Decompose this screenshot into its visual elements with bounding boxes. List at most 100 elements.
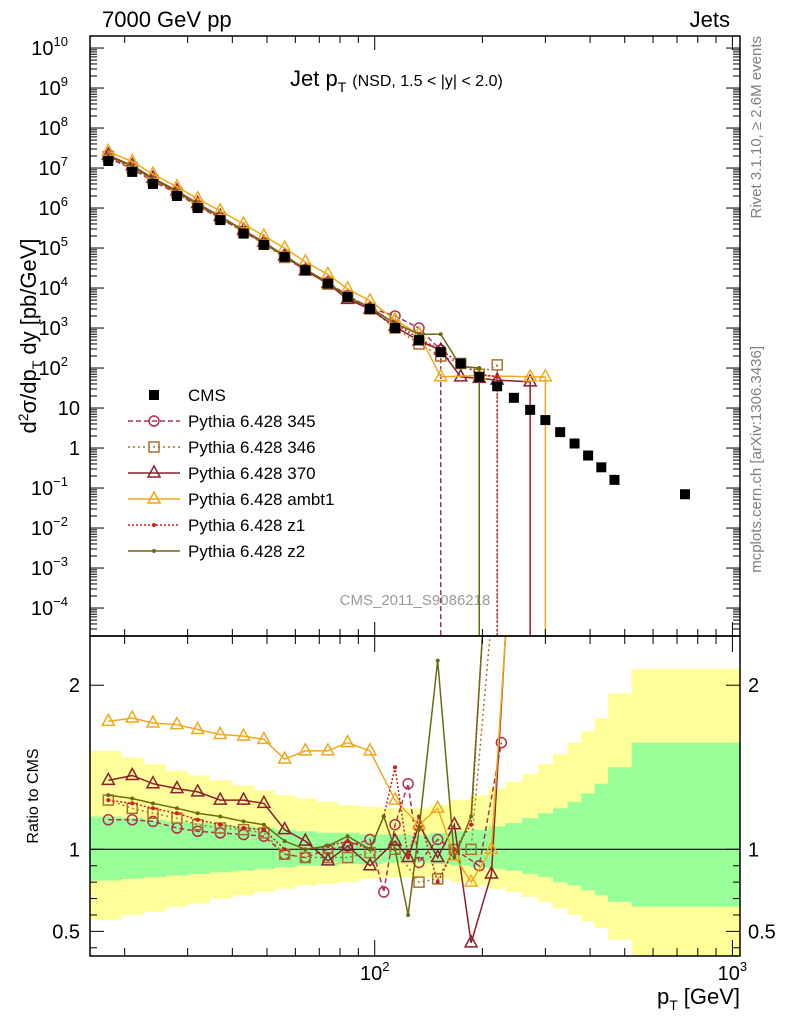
legend-item-370: Pythia 6.428 370 bbox=[128, 464, 316, 483]
header-left: 7000 GeV pp bbox=[102, 7, 232, 32]
ratio-point-z1-6 bbox=[241, 826, 246, 830]
ratio-point-z2-3 bbox=[174, 806, 179, 811]
ratio-point-z2-11 bbox=[345, 834, 350, 839]
point-CMS-20 bbox=[525, 404, 536, 415]
ratio-point-z1-7 bbox=[261, 827, 266, 832]
ratio-point-370-1 bbox=[124, 766, 140, 781]
band-stat bbox=[537, 813, 554, 878]
ratio-point-z2-5 bbox=[218, 814, 223, 819]
ratio-point-z2-1 bbox=[130, 796, 135, 801]
ratio-point-z2-16 bbox=[417, 827, 422, 832]
point-CMS-13 bbox=[390, 323, 401, 334]
ratio-point-370-14 bbox=[400, 848, 416, 863]
point-CMS-0 bbox=[103, 155, 114, 166]
point-CMS-3 bbox=[171, 191, 182, 201]
ratio-point-345-16 bbox=[413, 856, 425, 869]
band-stat bbox=[187, 823, 210, 874]
point-CMS-1 bbox=[127, 166, 138, 177]
ratio-line-346 bbox=[108, 636, 491, 883]
point-CMS-15 bbox=[435, 347, 446, 358]
ratio-point-z1-8 bbox=[282, 847, 287, 852]
band-stat bbox=[165, 821, 189, 876]
ratio-point-z1-3 bbox=[174, 811, 179, 816]
legend-item-CMS: CMS bbox=[149, 386, 226, 405]
band-stat bbox=[631, 742, 740, 907]
main-panel: CMS_2011_S9086218 1010 109 108 107 106 105 104… bbox=[31, 34, 741, 637]
ratio-point-346-17 bbox=[465, 843, 477, 856]
series-line-ambt1 bbox=[108, 150, 546, 378]
ratio-point-345-1 bbox=[126, 814, 138, 826]
ratio-point-345-13 bbox=[378, 886, 390, 898]
ratio-point-z2-18 bbox=[452, 855, 457, 860]
watermark: CMS_2011_S9086218 bbox=[340, 592, 491, 609]
y-tick-label-ratio: 0.5 bbox=[52, 921, 80, 943]
legend-label-z2: Pythia 6.428 z2 bbox=[188, 542, 305, 561]
legend-item-z2: Pythia 6.428 z2 bbox=[128, 542, 305, 561]
ratio-point-370-18 bbox=[463, 934, 479, 948]
point-CMS-21 bbox=[540, 415, 551, 426]
point-ambt1-5 bbox=[212, 202, 228, 216]
y-tick-label-ratio: 1 bbox=[69, 839, 80, 861]
point-CMS-8 bbox=[279, 251, 290, 262]
ratio-point-370-2 bbox=[145, 775, 161, 789]
legend-label-346: Pythia 6.428 346 bbox=[188, 438, 316, 457]
band-stat bbox=[209, 824, 233, 873]
header: 7000 GeV pp Jets bbox=[102, 7, 730, 32]
legend-marker-345 bbox=[148, 415, 160, 427]
band-stat bbox=[581, 793, 596, 891]
point-ambt1-15 bbox=[433, 368, 449, 382]
series-z2 bbox=[106, 153, 482, 636]
point-CMS-23 bbox=[569, 438, 580, 449]
ratio-point-370-10 bbox=[320, 852, 336, 866]
y-tick-label-ratio: 2 bbox=[69, 675, 80, 697]
ratio-point-z1-15 bbox=[406, 855, 411, 860]
point-346-18 bbox=[491, 359, 503, 371]
ratio-point-z1-11 bbox=[345, 839, 350, 844]
band-stat bbox=[608, 767, 633, 902]
frame-ratio bbox=[89, 635, 741, 957]
ratio-point-z2-14 bbox=[393, 847, 398, 852]
ratio-point-345-15 bbox=[402, 777, 414, 790]
ratio-point-z2-8 bbox=[282, 839, 287, 844]
y-tick-label-ratio-right: 1 bbox=[748, 839, 759, 861]
point-z2-15 bbox=[438, 332, 443, 337]
point-ambt1-18 bbox=[538, 368, 553, 382]
y-axis-label-ratio: Ratio to CMS bbox=[25, 748, 42, 843]
ratio-point-z2-19 bbox=[469, 814, 474, 819]
side-label-mcplots: mcplots.cern.ch [arXiv:1306.3436] bbox=[748, 346, 765, 573]
point-CMS-27 bbox=[680, 489, 691, 500]
ratio-point-z1-5 bbox=[218, 822, 223, 827]
chart-title: Jet pT (NSD, 1.5 < |y| < 2.0) bbox=[290, 66, 503, 95]
ratio-point-z2-2 bbox=[150, 801, 155, 806]
legend-label-z1: Pythia 6.428 z1 bbox=[188, 516, 305, 535]
ratio-point-370-6 bbox=[236, 791, 251, 805]
ratio-point-346-11 bbox=[341, 851, 354, 864]
ratio-point-ambt1-2 bbox=[145, 714, 161, 728]
legend-item-ambt1: Pythia 6.428 ambt1 bbox=[128, 490, 334, 509]
svg-text:Jet pT(NSD, 1.5 < |y| < 2.0): Jet pT (NSD, 1.5 < |y| < 2.0) bbox=[290, 66, 503, 95]
ratio-point-370-9 bbox=[298, 832, 313, 846]
legend-marker-370 bbox=[146, 464, 162, 478]
point-CMS-12 bbox=[364, 303, 375, 314]
point-CMS-18 bbox=[492, 381, 503, 392]
ratio-point-z1-1 bbox=[130, 801, 135, 806]
ratio-point-345-14 bbox=[389, 818, 401, 831]
ratio-point-z1-4 bbox=[195, 817, 200, 822]
ratio-point-370-4 bbox=[190, 783, 205, 797]
y-tick-label-top: 1 bbox=[69, 438, 80, 460]
ratio-point-z2-15 bbox=[406, 912, 411, 917]
ratio-panel: 0.5 0.5 1 1 2 2 102 103 bbox=[52, 635, 776, 985]
point-z2-17 bbox=[477, 366, 482, 371]
ratio-point-345-2 bbox=[147, 815, 159, 828]
x-tick-label: 102 bbox=[360, 959, 389, 985]
ratio-point-370-16 bbox=[430, 848, 445, 863]
ratio-point-345-17 bbox=[431, 833, 444, 846]
y-tick-label-top: 108 bbox=[39, 114, 68, 140]
ratio-series-ambt1 bbox=[101, 636, 507, 887]
ratio-point-z2-17 bbox=[435, 658, 440, 663]
ratio-point-z2-4 bbox=[195, 811, 200, 816]
legend-marker-CMS bbox=[149, 390, 159, 400]
ratio-point-ambt1-10 bbox=[320, 742, 336, 756]
ratio-point-ambt1-12 bbox=[362, 742, 378, 756]
title-main: Jet p bbox=[290, 66, 338, 91]
